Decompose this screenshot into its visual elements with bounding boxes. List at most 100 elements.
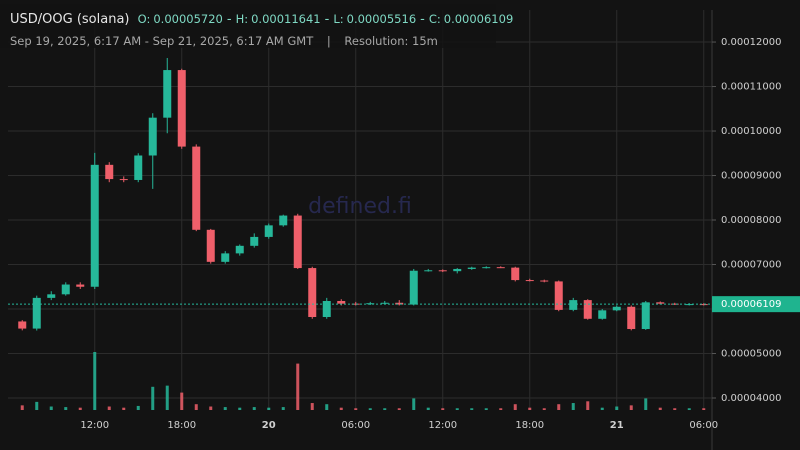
volume-bar	[93, 352, 97, 410]
candle-body	[192, 146, 201, 230]
candle-body	[511, 267, 520, 281]
summary-value: 0.00005720	[153, 12, 223, 26]
candle-body	[337, 300, 346, 304]
summary-separator: -	[325, 12, 330, 27]
candle-body	[612, 306, 621, 311]
candle-body	[163, 70, 172, 118]
candles-layer	[8, 58, 712, 331]
summary-value: 0.00011641	[251, 12, 321, 26]
summary-separator: -	[227, 12, 232, 27]
candle-body	[670, 303, 679, 305]
volume-bar	[223, 407, 227, 410]
volume-bar	[49, 406, 53, 410]
candle-body	[177, 70, 186, 147]
volume-bar	[325, 404, 329, 410]
summary-key: H:	[236, 12, 249, 26]
chart-title: USD/OOG (solana)	[10, 12, 129, 27]
y-tick-label: 0.00007000	[721, 260, 781, 271]
volume-bar	[64, 407, 68, 410]
candle-body	[395, 302, 404, 305]
volume-bar	[78, 407, 82, 410]
x-tick-label: 12:00	[80, 420, 109, 431]
summary-separator: -	[420, 12, 425, 27]
y-tick-label: 0.00004000	[721, 393, 781, 404]
y-tick-label: 0.00010000	[721, 126, 781, 137]
candle-body	[699, 304, 708, 306]
candle-body	[525, 280, 534, 282]
volume-bar	[557, 404, 561, 410]
volume-bar	[368, 408, 372, 410]
volume-bar	[586, 401, 590, 410]
candle-body	[47, 294, 56, 298]
y-tick-label: 0.00005000	[721, 348, 781, 359]
candle-body	[496, 267, 505, 269]
candle-body	[76, 284, 85, 287]
subtitle-line: Sep 19, 2025, 6:17 AM - Sep 21, 2025, 6:…	[10, 34, 438, 48]
volume-bar	[252, 407, 256, 410]
volume-bar	[20, 405, 24, 410]
candle-body	[279, 215, 288, 226]
volume-bar	[281, 407, 285, 410]
volume-bar	[673, 408, 677, 410]
axes: 0.000040000.000050000.000060000.00007000…	[80, 37, 800, 431]
volume-bar	[383, 408, 387, 410]
y-tick-label: 0.00009000	[721, 171, 781, 182]
summary-key: C:	[429, 12, 441, 26]
volume-bar	[702, 408, 706, 410]
candle-body	[438, 270, 447, 272]
volume-bar	[658, 407, 662, 410]
volume-bar	[426, 407, 430, 410]
resolution: Resolution: 15m	[344, 34, 437, 48]
candle-body	[656, 302, 665, 304]
candle-body	[366, 303, 375, 305]
candle-body	[134, 155, 143, 180]
candle-body	[540, 280, 549, 282]
x-tick-label: 06:00	[341, 420, 370, 431]
candle-body	[148, 117, 157, 156]
x-tick-label: 12:00	[428, 420, 457, 431]
volume-bar	[644, 398, 648, 410]
volume-bar	[470, 408, 474, 410]
volume-bar	[35, 401, 39, 410]
volume-bar	[687, 408, 691, 410]
candle-body	[61, 284, 70, 295]
volume-bar	[310, 403, 314, 410]
candle-body	[293, 215, 302, 269]
volume-bar	[107, 406, 111, 410]
volume-bar	[528, 407, 532, 410]
x-tick-label: 06:00	[689, 420, 718, 431]
header-background	[0, 4, 496, 48]
volume-bar	[238, 407, 242, 410]
candle-body	[90, 164, 99, 287]
last-price-label: 0.00006109	[721, 299, 781, 310]
volume-bar	[629, 405, 633, 410]
volume-bar	[600, 407, 604, 410]
candle-body	[641, 302, 650, 330]
last-price-badge	[712, 296, 800, 313]
candle-body	[554, 281, 563, 310]
candle-body	[235, 245, 244, 254]
x-tick-label: 18:00	[515, 420, 544, 431]
volume-bar	[397, 408, 401, 410]
candle-body	[424, 270, 433, 272]
candle-body	[380, 302, 389, 304]
volume-bar	[209, 406, 213, 410]
candle-body	[206, 229, 215, 262]
candle-body	[453, 268, 462, 272]
watermark: defined.fi	[308, 194, 412, 219]
candle-body	[351, 303, 360, 305]
header-line: USD/OOG (solana) O: 0.00005720- H: 0.000116…	[10, 12, 513, 27]
summary-key: O:	[138, 12, 151, 26]
candle-body	[105, 164, 114, 180]
candle-body	[32, 297, 41, 329]
candle-body	[18, 321, 27, 329]
volume-bar	[615, 406, 619, 410]
candle-body	[322, 300, 331, 318]
volume-bar	[296, 363, 300, 410]
x-tick-label: 18:00	[167, 420, 196, 431]
candle-body	[482, 267, 491, 269]
summary-value: 0.00005516	[347, 12, 417, 26]
candle-body	[308, 268, 317, 318]
